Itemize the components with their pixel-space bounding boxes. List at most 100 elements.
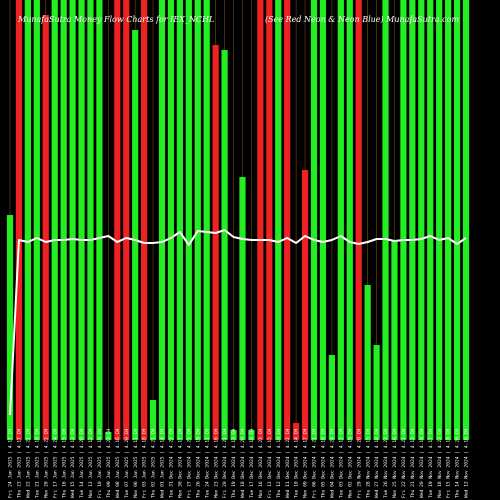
volume-bar	[212, 45, 219, 440]
volume-bar	[105, 432, 112, 440]
x-tick-label: Fri 17 Jan 2025 | 4.24 CH	[52, 429, 58, 498]
volume-bar	[114, 0, 121, 440]
x-tick-label: Fri 27 Dec 2024 | 4.25 CH	[186, 429, 192, 498]
volume-bar	[176, 0, 183, 440]
volume-bar	[221, 50, 228, 440]
x-tick-label: Thu 09 Jan 2025 | 4.23 CH	[106, 429, 112, 498]
x-tick-label: Tue 17 Dec 2024 | 4.18 CH	[249, 429, 255, 498]
volume-bar	[24, 0, 31, 440]
x-tick-label: Fri 24 Jan 2025 | 4.17 CH	[8, 429, 14, 498]
x-tick-label: Tue 07 Jan 2025 | 4.20 CH	[124, 429, 130, 498]
x-tick-label: Tue 24 Dec 2024 | 4.12 CH	[204, 429, 210, 498]
chart-title: MunafaSutra Money Flow Charts for IEX_NC…	[17, 15, 214, 24]
x-tick-label: Thu 05 Dec 2024 | 4.16 CH	[321, 429, 327, 498]
x-tick-label: Mon 09 Dec 2024 | 4.17 CH	[303, 429, 309, 498]
x-tick-label: Wed 18 Dec 2024 | 4.20 CH	[240, 429, 246, 498]
x-tick-label: Wed 08 Jan 2025 | 4.16 CH	[115, 429, 121, 498]
x-tick-label: Wed 04 Dec 2024 | 4.24 CH	[329, 429, 335, 498]
x-tick-label: Tue 26 Nov 2024 | 4.22 CH	[383, 429, 389, 498]
x-tick-label: Mon 23 Dec 2024 | 4.16 CH	[213, 429, 219, 498]
x-tick-label: Mon 20 Jan 2025 | 4.22 CH	[43, 429, 49, 498]
volume-bar	[185, 0, 192, 440]
x-tick-label: Mon 30 Dec 2024 | 4.17 CH	[177, 429, 183, 498]
x-tick-label: Thu 12 Dec 2024 | 4.19 CH	[276, 429, 282, 498]
x-tick-label: Tue 21 Jan 2025 | 4.18 CH	[34, 429, 40, 498]
x-tick-label: Wed 01 Jan 2025 | 4.14 CH	[160, 429, 166, 498]
x-tick-label: Fri 15 Nov 2024 | 4.18 CH	[446, 429, 452, 498]
price-line	[9, 229, 467, 416]
volume-bar	[158, 0, 166, 440]
x-tick-label: Thu 21 Nov 2024 | 4.13 CH	[410, 429, 416, 498]
volume-bars	[6, 0, 470, 440]
x-tick-label: Wed 15 Jan 2025 | 4.13 CH	[70, 429, 76, 498]
volume-bar	[230, 430, 237, 440]
volume-bar	[257, 0, 264, 440]
volume-bar	[69, 0, 76, 440]
x-tick-label: Thu 28 Nov 2024 | 4.15 CH	[365, 429, 371, 498]
x-tick-label: Mon 25 Nov 2024 | 4.16 CH	[392, 429, 398, 498]
volume-bar	[462, 0, 470, 440]
volume-bar	[15, 0, 23, 440]
volume-bar	[78, 0, 85, 440]
volume-bar	[436, 0, 443, 440]
x-tick-label: Thu 19 Dec 2024 | 4.13 CH	[231, 429, 237, 498]
volume-bar	[373, 345, 380, 440]
volume-bar	[355, 0, 362, 440]
x-tick-label: Fri 20 Dec 2024 | 4.21 CH	[222, 429, 228, 498]
volume-bar	[418, 0, 425, 440]
x-tick-label: Tue 10 Dec 2024 | 4.14 CH	[294, 429, 300, 498]
x-tick-label: Tue 14 Jan 2025 | 4.20 CH	[79, 429, 85, 498]
volume-bar	[248, 430, 255, 440]
volume-bar	[42, 15, 49, 440]
volume-bar	[6, 215, 14, 440]
volume-bar	[346, 0, 353, 440]
volume-bar	[445, 0, 452, 440]
volume-bar	[391, 240, 398, 440]
x-tick-label: Fri 22 Nov 2024 | 4.21 CH	[401, 429, 407, 498]
x-tick-label: Tue 03 Dec 2024 | 4.12 CH	[338, 429, 344, 498]
volume-bar	[301, 170, 309, 440]
volume-bar	[284, 0, 291, 440]
x-tick-label: Fri 06 Dec 2024 | 4.21 CH	[312, 429, 318, 498]
volume-bar	[194, 0, 201, 440]
volume-bar	[60, 0, 67, 440]
x-tick-label: Thu 26 Dec 2024 | 4.19 CH	[195, 429, 201, 498]
x-tick-label: Mon 16 Dec 2024 | 4.23 CH	[258, 429, 264, 498]
volume-bar	[123, 0, 130, 440]
volume-bar	[87, 0, 94, 440]
x-tick-label: Wed 22 Jan 2025 | 4.21 CH	[25, 429, 31, 498]
volume-bar	[427, 0, 434, 440]
x-tick-label: Mon 13 Jan 2025 | 4.12 CH	[88, 429, 94, 498]
x-tick-label: Tue 19 Nov 2024 | 4.17 CH	[428, 429, 434, 498]
volume-bar	[149, 400, 157, 440]
x-tick-label: Thu 02 Jan 2025 | 4.21 CH	[151, 429, 157, 498]
volume-bar	[400, 0, 407, 440]
chart-subtitle: (See Red Neon & Neon Blue) MunafaSutra.c…	[265, 15, 459, 24]
x-tick-label: Wed 11 Dec 2024 | 4.22 CH	[285, 429, 291, 498]
x-tick-label: Tue 31 Dec 2024 | 4.22 CH	[169, 429, 175, 498]
volume-bar	[453, 0, 461, 440]
x-tick-label: Thu 16 Jan 2025 | 4.15 CH	[61, 429, 67, 498]
volume-bar	[167, 0, 175, 440]
volume-bar	[141, 0, 148, 440]
x-tick-label: Wed 20 Nov 2024 | 4.19 CH	[419, 429, 425, 498]
volume-bar	[239, 177, 246, 440]
volume-bar	[51, 0, 58, 440]
x-tick-label: Mon 02 Dec 2024 | 4.19 CH	[347, 429, 353, 498]
volume-bar	[364, 285, 371, 440]
volume-bar	[319, 0, 327, 440]
x-tick-label: Fri 03 Jan 2025 | 4.18 CH	[142, 429, 148, 498]
x-axis-labels: Fri 24 Jan 2025 | 4.17 CH Thu 23 Jan 2025…	[8, 429, 470, 498]
volume-bar	[275, 0, 282, 440]
volume-bar	[203, 0, 210, 440]
x-tick-label: Fri 10 Jan 2025 | 4.19 CH	[97, 429, 103, 498]
volume-bar	[33, 0, 40, 440]
x-tick-label: Fri 29 Nov 2024 | 4.20 CH	[356, 429, 362, 498]
x-tick-label: Wed 27 Nov 2024 | 4.18 CH	[374, 429, 380, 498]
x-tick-label: Wed 13 Nov 2024 | 4.16 CH	[464, 429, 470, 498]
volume-bar	[382, 0, 389, 440]
volume-bar	[266, 0, 273, 440]
volume-bar	[96, 0, 103, 440]
volume-bar	[337, 0, 344, 440]
x-tick-label: Thu 23 Jan 2025 | 4.17 CH	[17, 429, 23, 498]
